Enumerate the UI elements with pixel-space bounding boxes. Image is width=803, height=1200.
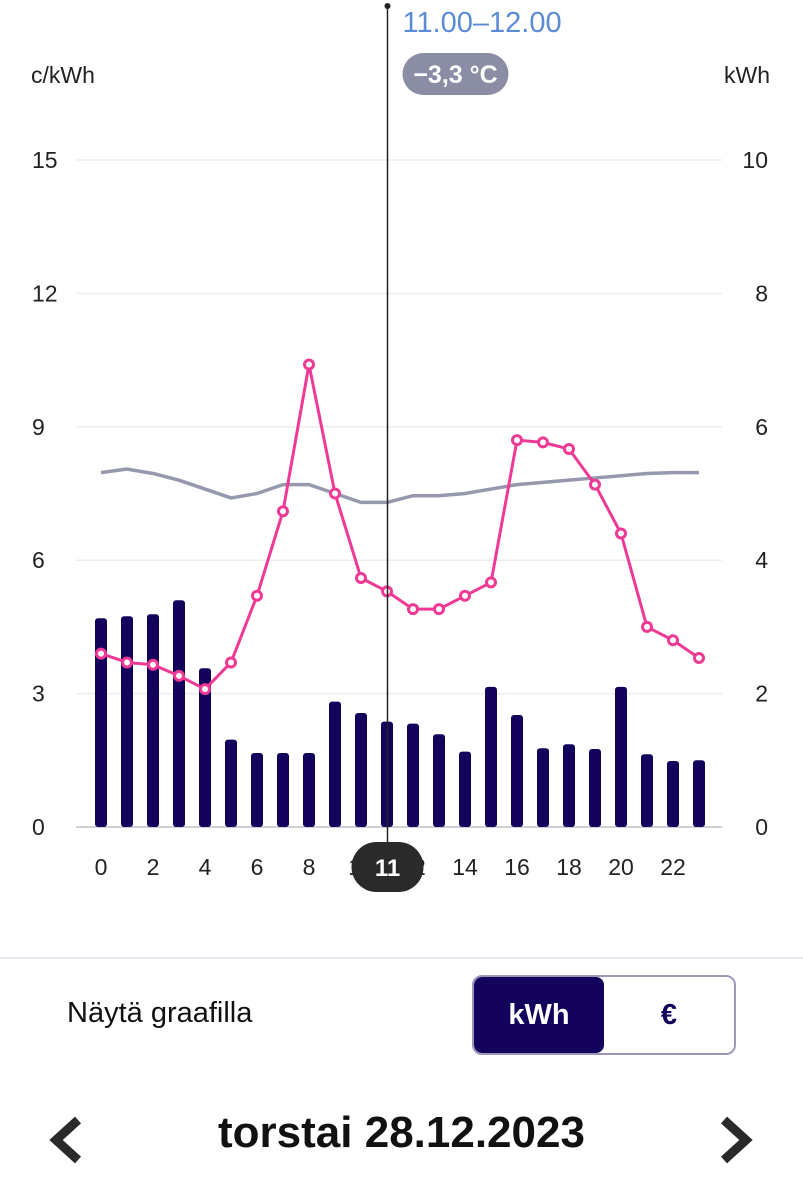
x-axis-tick: 0 <box>95 854 108 880</box>
consumption-bar[interactable] <box>615 686 627 827</box>
left-axis-tick: 9 <box>32 414 45 440</box>
chevron-right-icon[interactable] <box>716 1114 756 1166</box>
left-axis-tick: 0 <box>32 814 45 840</box>
right-axis-tick: 2 <box>755 681 768 707</box>
consumption-bar[interactable] <box>667 760 679 827</box>
x-axis-tick: 16 <box>504 854 530 880</box>
consumption-bar[interactable] <box>251 752 263 827</box>
price-point[interactable] <box>95 647 107 660</box>
left-axis-tick: 12 <box>32 280 58 306</box>
selected-hour-badge[interactable] <box>351 842 424 892</box>
price-point[interactable] <box>121 656 133 669</box>
show-on-chart-label: Näytä graafilla <box>67 997 253 1029</box>
left-axis-unit: c/kWh <box>31 62 95 88</box>
price-point[interactable] <box>511 434 523 447</box>
x-axis-tick: 20 <box>608 854 634 880</box>
price-point[interactable] <box>615 527 627 540</box>
right-axis-tick: 10 <box>742 147 768 173</box>
x-axis-tick: 6 <box>251 854 264 880</box>
kwh-toggle-button[interactable]: kWh <box>474 977 604 1053</box>
temperature-value: −3,3 °C <box>413 61 497 89</box>
price-point[interactable] <box>355 571 367 584</box>
consumption-bar[interactable] <box>277 752 289 827</box>
consumption-bar[interactable] <box>563 744 575 827</box>
price-point[interactable] <box>485 576 497 589</box>
price-point[interactable] <box>225 656 237 669</box>
price-point[interactable] <box>641 620 653 633</box>
x-axis-tick: 14 <box>452 854 478 880</box>
consumption-bar[interactable] <box>693 760 705 827</box>
price-point[interactable] <box>303 358 315 371</box>
right-axis-tick: 8 <box>755 280 768 306</box>
chevron-left-icon[interactable] <box>46 1114 86 1166</box>
price-point[interactable] <box>277 505 289 518</box>
consumption-bar[interactable] <box>433 734 445 827</box>
date-navigator: torstai 28.12.2023 <box>0 1100 803 1180</box>
consumption-bar[interactable] <box>589 748 601 827</box>
euro-toggle-button[interactable]: € <box>604 977 734 1053</box>
consumption-bar[interactable] <box>641 754 653 827</box>
left-axis-tick: 3 <box>32 681 45 707</box>
consumption-bar[interactable] <box>199 668 211 827</box>
price-point[interactable] <box>433 603 445 616</box>
price-point[interactable] <box>459 589 471 602</box>
temperature-line <box>100 467 699 505</box>
right-axis-tick: 6 <box>755 414 768 440</box>
unit-toggle: kWh € <box>472 975 736 1055</box>
consumption-bar[interactable] <box>95 618 107 827</box>
consumption-bar[interactable] <box>485 686 497 827</box>
price-point[interactable] <box>251 589 263 602</box>
consumption-bar[interactable] <box>173 600 185 827</box>
consumption-bar[interactable] <box>147 614 159 827</box>
chart-display-toggle-row: Näytä graafilla kWh € <box>0 975 803 1057</box>
consumption-price-chart[interactable]: c/kWhkWh03691215024681002468101214161820… <box>0 0 803 950</box>
price-point[interactable] <box>407 603 419 616</box>
selected-hour-range: 11.00–12.00 <box>403 7 562 39</box>
x-axis-tick: 18 <box>556 854 582 880</box>
left-axis-tick: 15 <box>32 147 58 173</box>
temperature-badge <box>402 53 509 95</box>
selection-cursor-dot <box>384 3 391 9</box>
consumption-bar[interactable] <box>303 752 315 827</box>
x-axis-tick: 4 <box>199 854 212 880</box>
x-axis-tick: 2 <box>147 854 160 880</box>
divider <box>0 957 803 959</box>
price-point[interactable] <box>173 669 185 682</box>
selected-hour-label: 11 <box>375 855 400 882</box>
x-axis-tick: 22 <box>660 854 686 880</box>
consumption-bar[interactable] <box>407 723 419 827</box>
left-axis-tick: 6 <box>32 547 45 573</box>
right-axis-unit: kWh <box>724 62 770 88</box>
price-point[interactable] <box>693 652 705 665</box>
consumption-bar[interactable] <box>225 739 237 827</box>
price-point[interactable] <box>199 683 211 696</box>
consumption-bar[interactable] <box>459 751 471 827</box>
right-axis-tick: 4 <box>755 547 768 573</box>
price-point[interactable] <box>329 487 341 500</box>
price-point[interactable] <box>147 658 159 671</box>
price-point[interactable] <box>667 634 679 647</box>
consumption-bar[interactable] <box>121 616 133 827</box>
price-point[interactable] <box>589 478 601 491</box>
consumption-bar[interactable] <box>537 748 549 827</box>
consumption-bar[interactable] <box>511 714 523 827</box>
right-axis-tick: 0 <box>755 814 768 840</box>
x-axis-tick: 8 <box>303 854 316 880</box>
consumption-bar[interactable] <box>355 712 367 827</box>
price-line <box>100 363 700 691</box>
consumption-bar[interactable] <box>329 701 341 827</box>
price-point[interactable] <box>563 443 575 456</box>
selected-date: torstai 28.12.2023 <box>218 1108 585 1157</box>
price-point[interactable] <box>537 436 549 449</box>
